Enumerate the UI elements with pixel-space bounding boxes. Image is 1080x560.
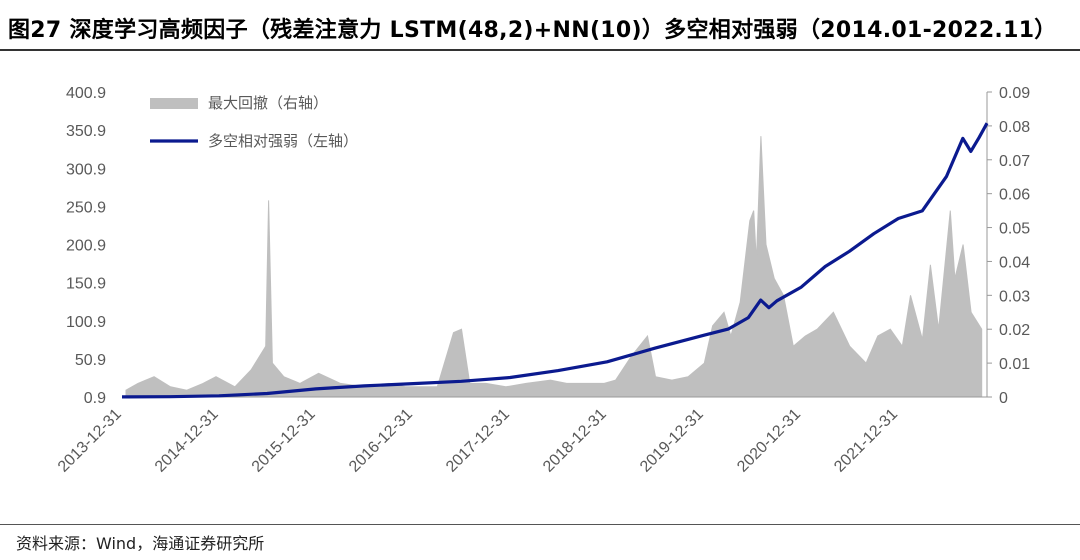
right-axis-tick-label: 0.08 [999, 119, 1030, 136]
x-axis-tick-label: 2013-12-31 [55, 406, 125, 476]
long-short-line-series [121, 122, 989, 399]
left-axis-tick-label: 150.9 [66, 276, 106, 293]
legend-drawdown-swatch [150, 98, 198, 109]
right-axis-tick-label: 0.07 [999, 153, 1030, 170]
right-axis-tick-label: 0 [999, 390, 1008, 407]
title-rule [0, 49, 1080, 51]
left-axis-tick-label: 400.9 [66, 85, 106, 102]
x-axis-tick-label: 2018-12-31 [540, 406, 610, 476]
right-axis-tick-label: 0.03 [999, 288, 1030, 305]
legend-drawdown-label: 最大回撤（右轴） [208, 95, 328, 112]
x-axis-tick-label: 2021-12-31 [831, 406, 901, 476]
x-axis-tick-label: 2014-12-31 [152, 406, 222, 476]
left-axis-tick-label: 300.9 [66, 161, 106, 178]
right-axis-tick-label: 0.06 [999, 187, 1030, 204]
x-axis-tick-label: 2016-12-31 [346, 406, 416, 476]
left-axis-tick-label: 0.9 [84, 390, 106, 407]
right-axis-tick-label: 0.09 [999, 85, 1030, 102]
drawdown-area-series [125, 136, 983, 398]
chart-svg: 0.9 50.9 100.9 150.9 200.9 250.9 300.9 350.9 400… [55, 85, 1030, 476]
source-note: 资料来源：Wind，海通证券研究所 [16, 534, 265, 553]
title-bar: 图27 深度学习高频因子（残差注意力 LSTM(48,2)+NN(10)）多空相… [0, 0, 1080, 51]
left-axis-tick-label: 250.9 [66, 199, 106, 216]
right-axis-tick-label: 0.04 [999, 254, 1030, 271]
x-axis-tick-label: 2017-12-31 [443, 406, 513, 476]
footer-rule [0, 524, 1080, 525]
right-axis-tick-label: 0.05 [999, 221, 1030, 238]
left-axis-tick-label: 200.9 [66, 238, 106, 255]
right-axis-tick-label: 0.01 [999, 356, 1030, 373]
left-axis-tick-label: 100.9 [66, 314, 106, 331]
chart-area: 0.9 50.9 100.9 150.9 200.9 250.9 300.9 350.9 400… [0, 52, 1080, 522]
x-axis-tick-label: 2015-12-31 [249, 406, 319, 476]
x-axis-tick-label: 2019-12-31 [637, 406, 707, 476]
left-axis-tick-label: 350.9 [66, 123, 106, 140]
legend-line-label: 多空相对强弱（左轴） [208, 133, 358, 150]
x-axis-tick-label: 2020-12-31 [734, 406, 804, 476]
chart-title: 图27 深度学习高频因子（残差注意力 LSTM(48,2)+NN(10)）多空相… [8, 18, 1057, 43]
right-axis-tick-label: 0.02 [999, 322, 1030, 339]
left-axis-tick-label: 50.9 [75, 352, 106, 369]
